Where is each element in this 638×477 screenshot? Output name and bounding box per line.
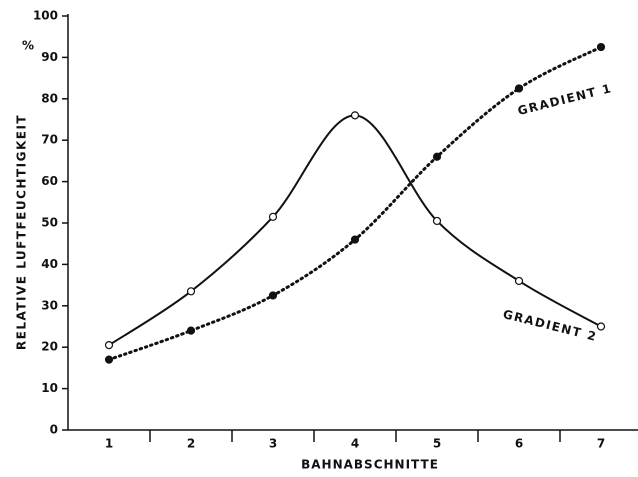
y-tick-label: 70 — [41, 133, 58, 147]
data-point — [186, 326, 196, 335]
data-point — [432, 216, 442, 226]
x-tick-label: 7 — [597, 437, 605, 451]
data-point — [596, 42, 606, 52]
data-point — [432, 152, 442, 161]
data-point — [350, 111, 360, 120]
data-point — [596, 322, 606, 331]
y-tick-label: 0 — [50, 423, 58, 437]
x-axis-label: BAHNABSCHNITTE — [301, 458, 439, 472]
data-point — [514, 276, 524, 286]
y-unit: % — [22, 39, 34, 53]
data-point — [350, 235, 360, 244]
data-point — [268, 212, 278, 221]
y-tick-label: 10 — [41, 381, 58, 395]
y-tick-label: 30 — [41, 298, 58, 312]
data-point — [104, 355, 114, 364]
y-tick-label: 50 — [41, 216, 58, 230]
series-label: GRADIENT 2 — [501, 307, 598, 344]
x-tick-label: 3 — [269, 437, 277, 451]
data-point — [186, 287, 196, 296]
x-tick-label: 2 — [187, 437, 195, 451]
series-line — [108, 114, 602, 347]
data-point — [268, 291, 278, 300]
y-tick-label: 100 — [33, 9, 58, 23]
data-point — [514, 84, 524, 93]
y-tick-label: 60 — [41, 174, 58, 188]
y-tick-label: 90 — [41, 50, 58, 64]
y-axis-label: RELATIVE LUFTFEUCHTIGKEIT — [15, 114, 29, 350]
series-label: GRADIENT 1 — [516, 81, 613, 118]
y-tick-label: 20 — [41, 340, 58, 354]
data-point — [104, 341, 114, 350]
x-tick-label: 5 — [433, 437, 441, 451]
x-tick-label: 4 — [351, 437, 359, 451]
y-tick-label: 40 — [41, 257, 58, 271]
x-tick-label: 1 — [105, 437, 113, 451]
y-tick-label: 80 — [41, 91, 58, 105]
x-tick-label: 6 — [515, 437, 523, 451]
